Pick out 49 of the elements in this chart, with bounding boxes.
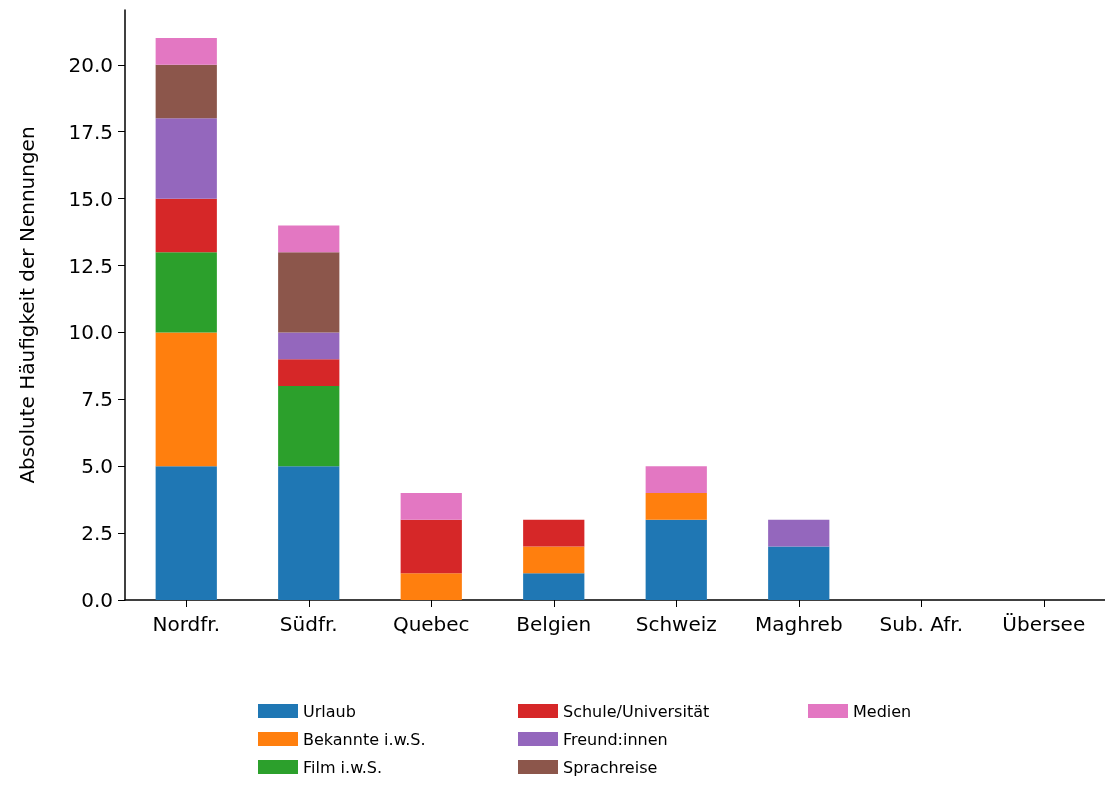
bar [155, 118, 217, 199]
bar [155, 198, 217, 253]
x-tick-label: Belgien [516, 612, 592, 636]
legend-label: Schule/Universität [563, 701, 710, 721]
bar [278, 385, 340, 467]
bar [523, 519, 585, 547]
x-tick-label: Schweiz [635, 612, 717, 636]
bar [400, 492, 462, 520]
bar [155, 332, 217, 467]
bar [278, 252, 340, 333]
bar [645, 466, 707, 493]
bar [155, 466, 217, 600]
legend-label: Medien [853, 701, 912, 721]
bar [645, 492, 707, 520]
y-tick-label: 10.0 [68, 320, 113, 345]
legend-label: Bekannte i.w.S. [303, 729, 426, 749]
bar [400, 573, 462, 600]
y-tick-label: 7.5 [81, 387, 113, 412]
bar [523, 573, 585, 600]
legend-label: Sprachreise [563, 757, 658, 777]
x-tick-label: Sub. Afr. [879, 612, 964, 636]
bar [400, 519, 462, 574]
bar [768, 519, 830, 547]
legend-label: Urlaub [303, 701, 356, 721]
bar [278, 466, 340, 600]
x-tick-label: Südfr. [279, 612, 338, 636]
y-tick-label: 12.5 [68, 253, 113, 278]
bar [155, 64, 217, 119]
x-tick-label: Übersee [1002, 612, 1086, 636]
y-tick-label: 20.0 [68, 52, 113, 77]
y-tick-label: 5.0 [81, 454, 113, 479]
x-tick-label: Nordfr. [152, 612, 221, 636]
y-tick-label: 2.5 [81, 521, 113, 546]
bar [645, 519, 707, 600]
x-tick-label: Quebec [392, 612, 470, 636]
y-axis-title: Absolute Häufigkeit der Nennungen [15, 126, 39, 484]
y-tick-label: 0.0 [81, 588, 113, 612]
bar [155, 252, 217, 333]
bar [523, 546, 585, 574]
x-tick-label: Maghreb [754, 612, 843, 636]
bar [768, 546, 830, 600]
y-tick-label: 15.0 [68, 186, 113, 211]
y-tick-label: 17.5 [68, 119, 113, 144]
legend-label: Freund:innen [563, 729, 668, 749]
bar [278, 332, 340, 360]
bar [278, 359, 340, 386]
bar [278, 225, 340, 253]
legend-label: Film i.w.S. [303, 757, 383, 777]
bar [155, 38, 217, 65]
